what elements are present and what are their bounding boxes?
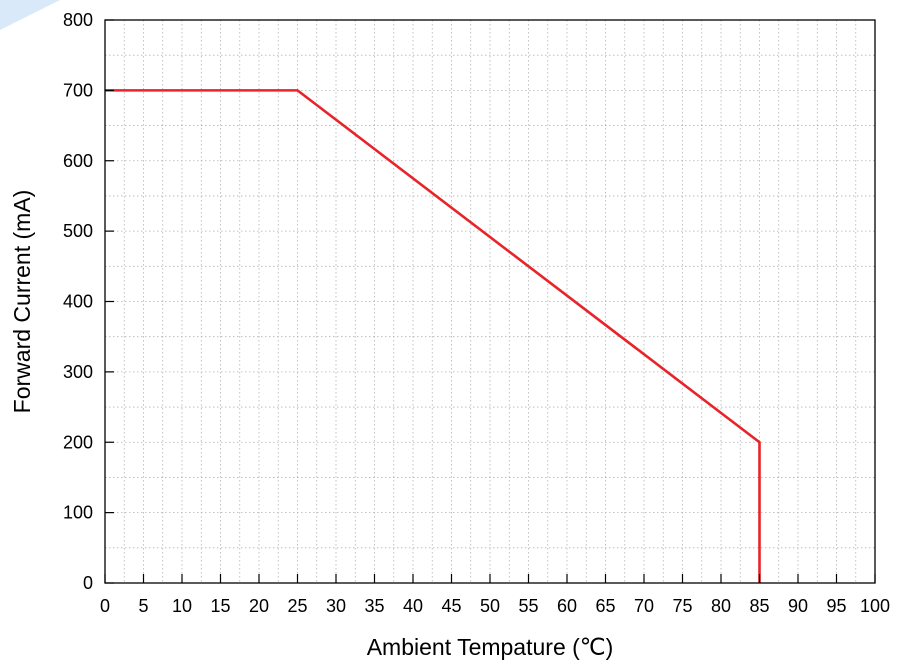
y-tick-label: 400 [63, 292, 93, 312]
y-tick-label: 600 [63, 151, 93, 171]
y-tick-label: 200 [63, 432, 93, 452]
tick-labels: 0 5 10 15 20 25 30 35 40 45 50 55 60 65 70 75 80 85 90 95 10… [63, 10, 890, 616]
x-tick-label: 55 [518, 596, 538, 616]
x-tick-label: 45 [441, 596, 461, 616]
x-axis-title: Ambient Tempature (℃) [367, 634, 614, 660]
x-tick-label: 15 [210, 596, 230, 616]
x-tick-label: 30 [326, 596, 346, 616]
watermark-mark [0, 0, 60, 30]
y-tick-label: 700 [63, 80, 93, 100]
y-tick-label: 800 [63, 10, 93, 30]
x-tick-label: 80 [711, 596, 731, 616]
x-tick-label: 20 [249, 596, 269, 616]
x-tick-label: 85 [749, 596, 769, 616]
ticks [104, 19, 876, 584]
x-tick-label: 35 [364, 596, 384, 616]
x-tick-label: 50 [480, 596, 500, 616]
x-tick-label: 5 [138, 596, 148, 616]
x-tick-label: 100 [860, 596, 890, 616]
x-tick-label: 70 [634, 596, 654, 616]
y-tick-label: 300 [63, 362, 93, 382]
y-tick-label: 0 [83, 573, 93, 593]
series-line [105, 89, 761, 583]
grid [105, 20, 875, 583]
y-tick-label: 500 [63, 221, 93, 241]
x-tick-label: 0 [100, 596, 110, 616]
y-tick-label: 100 [63, 503, 93, 523]
x-tick-label: 90 [788, 596, 808, 616]
x-tick-label: 10 [172, 596, 192, 616]
x-tick-label: 65 [595, 596, 615, 616]
x-tick-label: 75 [672, 596, 692, 616]
x-tick-label: 40 [403, 596, 423, 616]
series-layer [105, 89, 761, 583]
x-tick-label: 95 [826, 596, 846, 616]
x-tick-label: 25 [287, 596, 307, 616]
y-axis-title: Forward Current (mA) [9, 190, 35, 414]
x-tick-label: 60 [557, 596, 577, 616]
